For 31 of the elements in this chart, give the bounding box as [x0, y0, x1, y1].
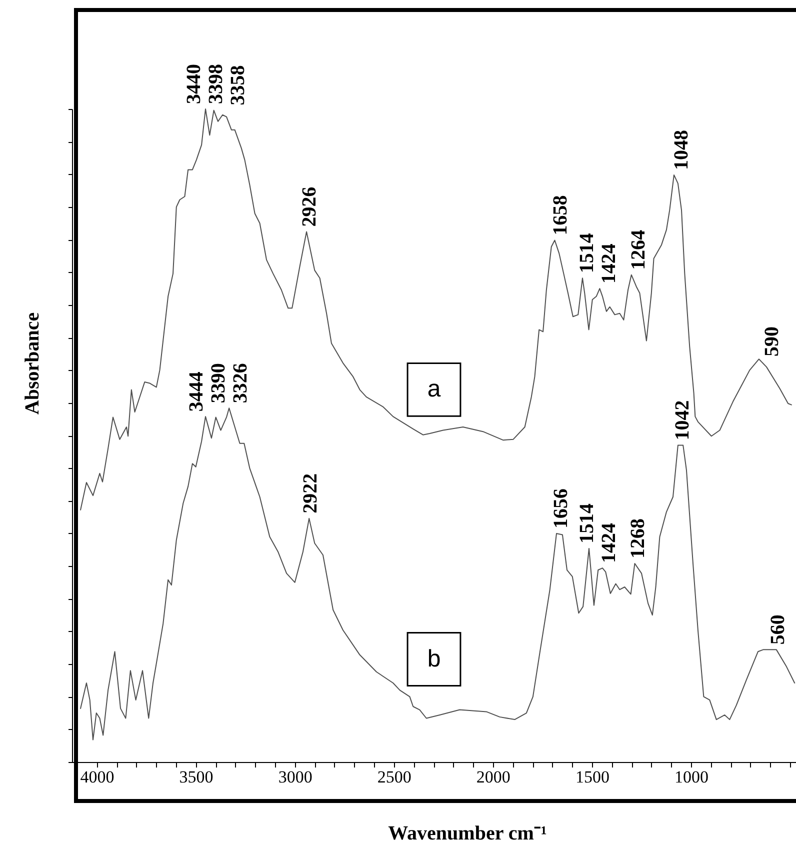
- series-label: b: [427, 645, 441, 672]
- x-tick-label: 3500: [179, 768, 214, 786]
- x-tick-label: 1000: [674, 768, 709, 786]
- annotation: 1656: [550, 488, 572, 528]
- annotation: 1424: [598, 244, 620, 284]
- x-tick-label: 2000: [476, 768, 510, 786]
- x-axis-title: Wavenumber cm⁻¹: [388, 822, 547, 844]
- annotation: 1658: [550, 195, 572, 236]
- annotation: 1048: [670, 130, 693, 170]
- annotation: 590: [761, 326, 784, 356]
- annotation: 3326: [229, 363, 252, 404]
- series-label: a: [427, 376, 442, 403]
- x-tick-label: 4000: [80, 768, 114, 786]
- y-axis-title: Absorbance: [22, 312, 44, 415]
- annotation: 1424: [598, 523, 620, 564]
- annotation: 3398: [204, 64, 227, 104]
- annotation: 1042: [672, 400, 694, 440]
- annotation: 1264: [628, 230, 650, 270]
- annotation: 3444: [185, 372, 208, 412]
- annotation: 3390: [207, 363, 230, 404]
- annotation: 2926: [298, 186, 321, 227]
- annotation: 3440: [182, 64, 205, 104]
- x-tick-label: 3000: [278, 768, 312, 786]
- annotation: 2922: [299, 473, 322, 514]
- x-tick-label: 2500: [377, 768, 412, 786]
- annotation: 560: [767, 614, 790, 645]
- annotation: 1514: [576, 503, 598, 544]
- x-tick-label: 1500: [575, 768, 610, 786]
- annotation: 1514: [576, 233, 598, 274]
- annotation: 1268: [626, 518, 649, 558]
- annotation: 3358: [226, 65, 249, 106]
